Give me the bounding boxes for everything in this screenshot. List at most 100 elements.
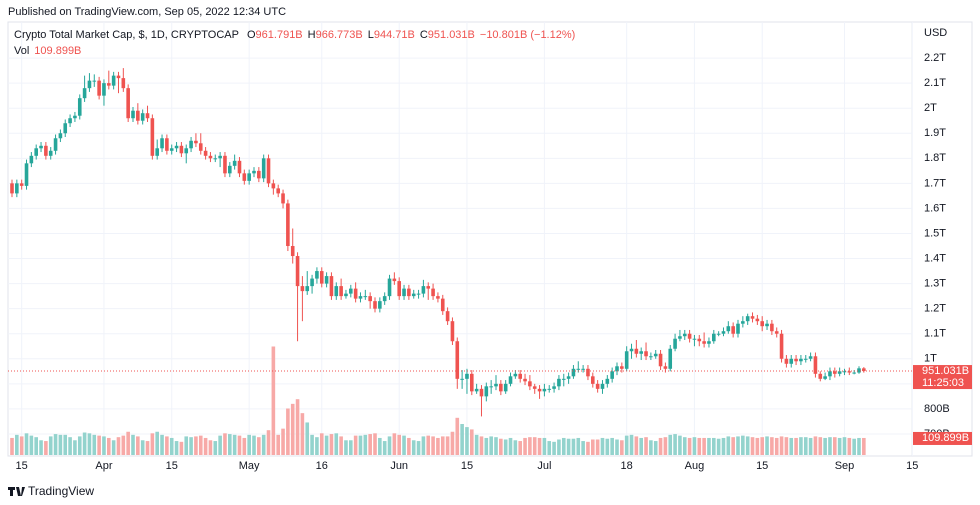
volume-bar: [741, 435, 745, 455]
x-tick-label: 16: [316, 460, 328, 472]
volume-bar: [692, 437, 697, 455]
volume-bar: [600, 437, 605, 455]
volume-bar: [813, 436, 818, 455]
volume-bar: [760, 437, 764, 455]
candle-body: [518, 373, 522, 379]
candle-body: [760, 321, 764, 327]
volume-bar: [566, 438, 571, 455]
volume-bar: [823, 437, 827, 455]
candle-body: [862, 368, 866, 372]
volume-bar: [503, 439, 508, 455]
currency: USD: [924, 27, 947, 39]
candle-body: [770, 323, 774, 332]
candle-body: [673, 338, 677, 349]
volume-bar: [789, 437, 794, 455]
candle-body: [847, 371, 852, 373]
volume-bar: [48, 436, 53, 455]
volume-bar: [29, 435, 34, 455]
volume-bar: [305, 422, 310, 455]
candle-body: [257, 170, 261, 179]
candle-body: [460, 378, 464, 380]
volume-bar: [571, 438, 576, 455]
x-tick-label: 15: [16, 460, 28, 472]
logo: TradingView: [8, 484, 94, 498]
volume-bar: [591, 439, 595, 455]
logo-mark: [8, 487, 25, 496]
candle-body: [784, 358, 789, 364]
candle-body: [397, 281, 401, 297]
volume-bar: [736, 436, 740, 455]
volume-bar: [474, 434, 479, 455]
candle-body: [755, 318, 760, 322]
candle-body: [155, 148, 159, 156]
volume-bar: [847, 437, 852, 455]
candle-body: [266, 158, 271, 184]
candle-body: [223, 155, 227, 174]
volume-value: 109.899B: [34, 45, 81, 57]
volume-bar: [794, 437, 798, 455]
candle-body: [34, 148, 38, 156]
candle-body: [465, 373, 469, 379]
volume-bar: [755, 437, 760, 455]
candle-body: [528, 381, 532, 387]
candle-body: [649, 356, 653, 358]
candle-body: [547, 388, 552, 390]
x-tick-label: Jun: [390, 460, 408, 472]
volume-bar: [803, 437, 808, 455]
candle-body: [189, 140, 193, 149]
candle-body: [557, 378, 561, 387]
volume-bar: [97, 435, 101, 455]
ohlc-key: H: [308, 29, 316, 41]
candle-body: [77, 98, 82, 116]
volume-bar: [179, 441, 184, 455]
volume-bar: [232, 434, 237, 455]
candle-body: [586, 368, 590, 377]
y-tick-label: 1.3T: [924, 278, 946, 290]
candle-body: [803, 358, 808, 360]
volume-bar: [702, 437, 706, 455]
candle-body: [271, 183, 276, 189]
volume-bar: [339, 436, 343, 455]
symbol: Crypto Total Market Cap, $, 1D, CRYPTOCA…: [14, 29, 239, 41]
volume-bar: [257, 437, 261, 455]
candle-body: [823, 376, 827, 379]
candle-body: [276, 188, 280, 194]
volume-bar: [319, 433, 324, 455]
candle-body: [53, 138, 58, 151]
volume-bar: [542, 437, 547, 455]
volume-bar: [39, 440, 43, 455]
candle-body: [24, 163, 29, 186]
candle-body: [411, 293, 416, 297]
ohlc-value: 961.791B: [256, 29, 303, 41]
volume-bar: [774, 437, 779, 455]
volume-key: Vol: [14, 45, 29, 57]
volume-bar: [682, 437, 687, 455]
volume-bar: [620, 440, 624, 455]
ohlc-key: C: [420, 29, 428, 41]
volume-bar: [68, 437, 72, 455]
volume-bar: [373, 433, 377, 455]
candle-body: [368, 296, 372, 302]
volume-bar: [194, 436, 198, 455]
volume-bar: [770, 437, 774, 455]
candle-body: [668, 348, 673, 369]
candle-body: [339, 286, 343, 297]
volume-bar: [818, 437, 823, 455]
volume-bar: [561, 437, 566, 455]
volume-bar: [552, 441, 556, 455]
x-tick-label: 15: [756, 460, 768, 472]
volume-bar: [82, 432, 87, 455]
candle-body: [373, 301, 377, 309]
volume-tag: [913, 431, 972, 445]
y-tick-label: 2T: [924, 102, 937, 114]
candle-body: [315, 271, 319, 279]
volume-bar: [416, 441, 421, 455]
candle-body: [842, 371, 847, 373]
candle-body: [716, 333, 721, 335]
candle-body: [184, 148, 189, 154]
volume-bar: [687, 437, 692, 455]
volume-bar: [218, 435, 222, 455]
volume-bar: [799, 437, 803, 455]
volume-bar: [353, 435, 358, 455]
volume-bar: [644, 437, 648, 455]
